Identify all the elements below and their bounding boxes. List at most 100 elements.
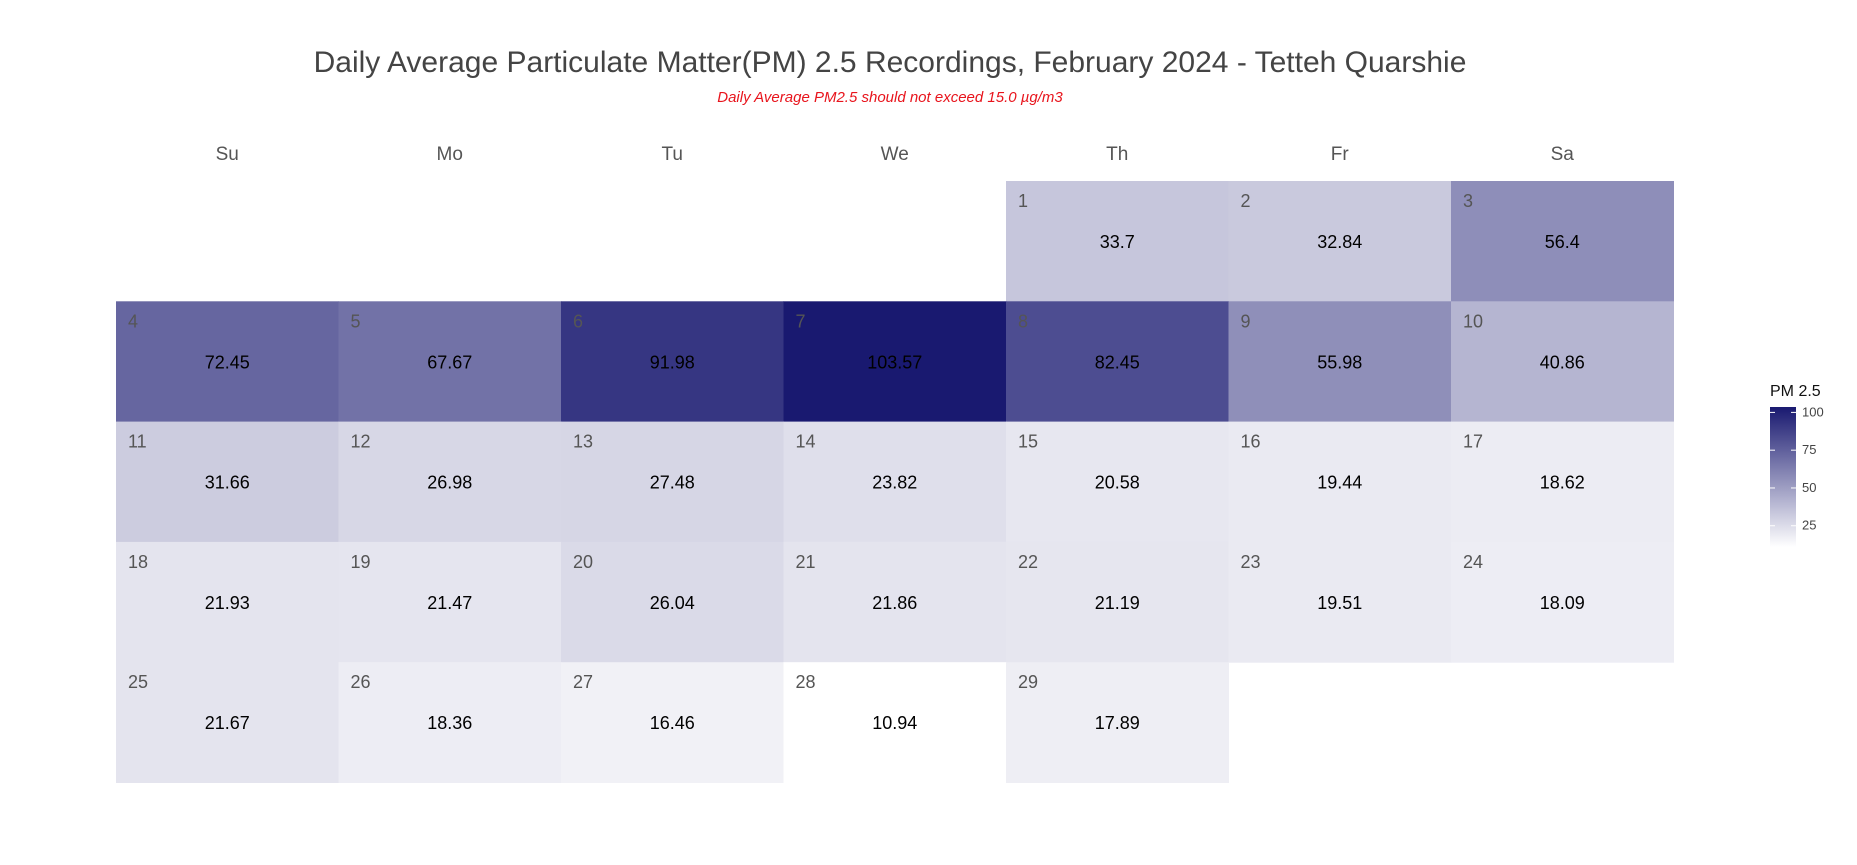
day-number: 2 xyxy=(1241,191,1251,211)
heat-cell xyxy=(116,662,339,783)
heat-cell xyxy=(561,541,784,663)
value-label: 32.84 xyxy=(1317,232,1362,252)
day-number: 16 xyxy=(1241,432,1261,452)
day-number: 26 xyxy=(351,672,371,692)
day-cell-12: 12 26.98 xyxy=(338,421,562,543)
legend-title: PM 2.5 xyxy=(1770,383,1821,400)
heat-cell xyxy=(561,301,784,423)
value-label: 21.47 xyxy=(427,593,472,613)
day-cell-18: 18 21.93 xyxy=(116,541,339,663)
day-cell-17: 17 18.62 xyxy=(1451,421,1674,543)
value-label: 55.98 xyxy=(1317,352,1362,372)
heat-cell xyxy=(1451,301,1674,423)
day-number: 21 xyxy=(796,552,816,572)
value-label: 26.04 xyxy=(650,593,695,613)
day-cell-21: 21 21.86 xyxy=(783,541,1007,663)
heat-cell xyxy=(1228,301,1452,423)
day-number: 23 xyxy=(1241,552,1261,572)
legend-tick-label: 50 xyxy=(1802,480,1816,495)
value-label: 18.62 xyxy=(1540,473,1585,493)
heat-cell xyxy=(1006,301,1229,423)
day-number: 3 xyxy=(1463,191,1473,211)
day-cell-9: 955.98 xyxy=(1228,301,1452,423)
value-label: 72.45 xyxy=(205,352,250,372)
day-cell-19: 19 21.47 xyxy=(338,541,562,663)
day-number: 5 xyxy=(351,311,361,331)
weekday-label-fr: Fr xyxy=(1331,144,1350,165)
value-label: 19.51 xyxy=(1317,593,1362,613)
day-number: 6 xyxy=(573,311,583,331)
day-cell-13: 13 27.48 xyxy=(561,421,784,543)
heat-cell xyxy=(783,662,1007,783)
heat-cell xyxy=(783,301,1007,423)
value-label: 21.19 xyxy=(1095,593,1140,613)
heat-cell xyxy=(116,541,339,663)
heat-cell xyxy=(1006,421,1229,543)
heat-cell xyxy=(1006,541,1229,663)
day-number: 29 xyxy=(1018,672,1038,692)
heat-cell xyxy=(1228,541,1452,663)
color-legend: PM 2.5 25 50 75 100 xyxy=(1770,383,1824,547)
day-number: 9 xyxy=(1241,311,1251,331)
heat-cell xyxy=(1451,541,1674,663)
day-number: 25 xyxy=(128,672,148,692)
day-number: 22 xyxy=(1018,552,1038,572)
value-label: 27.48 xyxy=(650,473,695,493)
value-label: 40.86 xyxy=(1540,352,1585,372)
value-label: 31.66 xyxy=(205,473,250,493)
heat-cell xyxy=(783,421,1007,543)
value-label: 26.98 xyxy=(427,473,472,493)
day-cell-10: 10 40.86 xyxy=(1451,301,1674,423)
value-label: 82.45 xyxy=(1095,352,1140,372)
heat-cell xyxy=(338,301,562,423)
value-label: 21.93 xyxy=(205,593,250,613)
weekday-label-mo: Mo xyxy=(437,144,463,165)
weekday-label-su: Su xyxy=(216,144,239,165)
heat-cell xyxy=(1228,181,1452,302)
heat-cell xyxy=(338,541,562,663)
day-cell-8: 882.45 xyxy=(1006,301,1229,423)
legend-tick-label: 100 xyxy=(1802,404,1824,419)
day-number: 8 xyxy=(1018,311,1028,331)
day-cell-5: 567.67 xyxy=(338,301,562,423)
weekday-label-sa: Sa xyxy=(1551,144,1575,165)
legend-ticks: 25 50 75 100 xyxy=(1770,404,1824,533)
heat-cell xyxy=(338,421,562,543)
value-label: 20.58 xyxy=(1095,473,1140,493)
day-cell-3: 356.4 xyxy=(1451,181,1674,302)
legend-colorbar xyxy=(1770,407,1796,547)
weekday-label-tu: Tu xyxy=(662,144,683,165)
value-label: 18.36 xyxy=(427,713,472,733)
weekday-label-th: Th xyxy=(1106,144,1128,165)
day-cell-20: 20 26.04 xyxy=(561,541,784,663)
value-label: 91.98 xyxy=(650,352,695,372)
day-number: 20 xyxy=(573,552,593,572)
chart-title: Daily Average Particulate Matter(PM) 2.5… xyxy=(314,46,1467,79)
value-label: 21.67 xyxy=(205,713,250,733)
value-label: 17.89 xyxy=(1095,713,1140,733)
value-label: 10.94 xyxy=(872,713,917,733)
heat-cell xyxy=(1228,421,1452,543)
day-number: 15 xyxy=(1018,432,1038,452)
heat-cell xyxy=(1006,181,1229,302)
value-label: 21.86 xyxy=(872,593,917,613)
heat-cell xyxy=(561,421,784,543)
value-label: 19.44 xyxy=(1317,473,1362,493)
value-label: 56.4 xyxy=(1545,232,1580,252)
value-label: 23.82 xyxy=(872,473,917,493)
weekday-labels: Su Mo Tu We Th Fr Sa xyxy=(216,144,1575,165)
day-number: 28 xyxy=(796,672,816,692)
day-cell-27: 27 16.46 xyxy=(561,662,784,783)
day-cell-7: 7 103.57 xyxy=(783,301,1007,423)
day-cell-26: 26 18.36 xyxy=(338,662,562,783)
value-label: 33.7 xyxy=(1100,232,1135,252)
day-number: 14 xyxy=(796,432,816,452)
heat-cell xyxy=(1451,181,1674,302)
heat-cell xyxy=(1451,421,1674,543)
heat-cell xyxy=(116,301,339,423)
day-number: 17 xyxy=(1463,432,1483,452)
day-number: 1 xyxy=(1018,191,1028,211)
day-number: 12 xyxy=(351,432,371,452)
day-number: 7 xyxy=(796,311,806,331)
